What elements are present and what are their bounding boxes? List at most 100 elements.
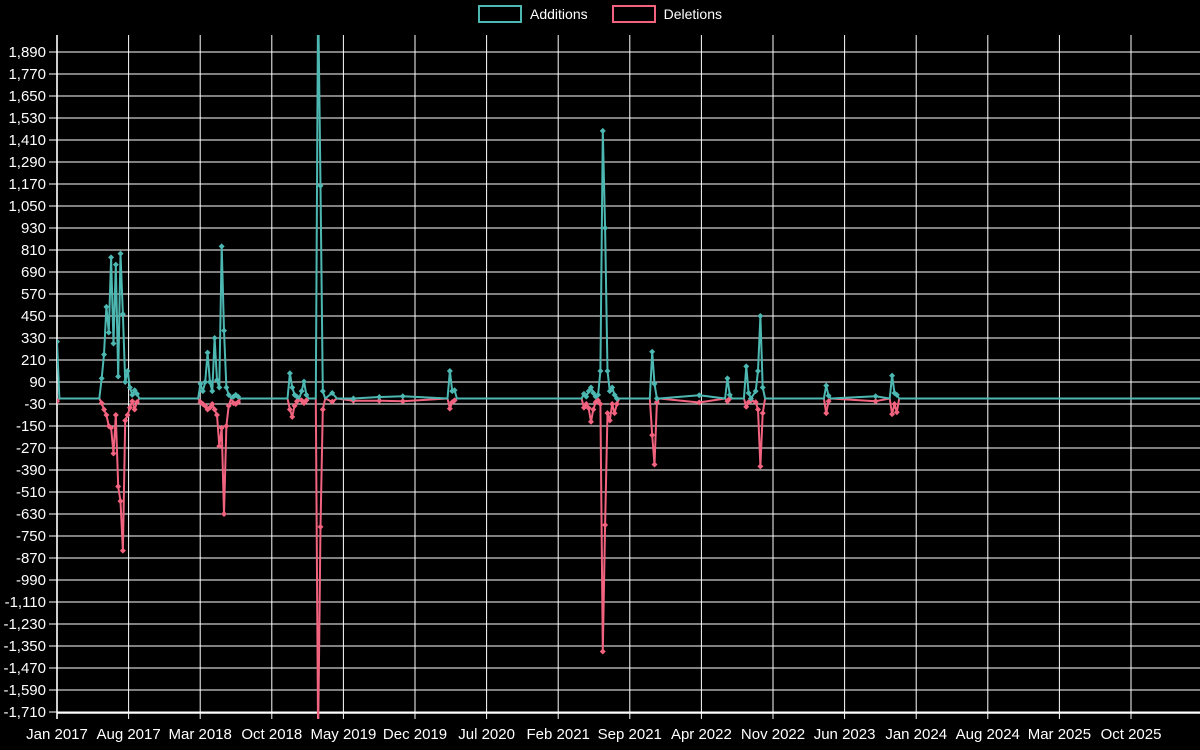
data-point-marker[interactable] (209, 388, 216, 395)
data-point-marker[interactable] (213, 411, 220, 418)
data-point-marker[interactable] (122, 379, 129, 386)
data-point-marker[interactable] (606, 388, 613, 395)
data-point-marker[interactable] (235, 393, 242, 400)
data-point-marker[interactable] (745, 390, 752, 397)
data-point-marker[interactable] (604, 410, 611, 417)
data-point-marker[interactable] (223, 422, 230, 429)
data-point-marker[interactable] (54, 398, 60, 405)
data-point-marker[interactable] (747, 395, 754, 402)
data-point-marker[interactable] (110, 450, 117, 457)
data-point-marker[interactable] (131, 387, 138, 394)
data-point-marker[interactable] (117, 498, 124, 505)
data-point-marker[interactable] (202, 402, 209, 409)
data-point-marker[interactable] (893, 391, 900, 398)
data-point-marker[interactable] (101, 351, 108, 358)
data-point-marker[interactable] (108, 424, 115, 431)
data-point-marker[interactable] (98, 375, 105, 382)
data-point-marker[interactable] (585, 388, 592, 395)
data-point-marker[interactable] (587, 384, 594, 391)
data-point-marker[interactable] (611, 410, 618, 417)
data-point-marker[interactable] (98, 400, 105, 407)
data-point-marker[interactable] (124, 411, 131, 418)
data-point-marker[interactable] (329, 398, 336, 405)
data-point-marker[interactable] (103, 411, 110, 418)
data-point-marker[interactable] (293, 393, 300, 400)
data-point-marker[interactable] (124, 368, 131, 375)
data-point-marker[interactable] (350, 395, 357, 402)
data-point-marker[interactable] (595, 397, 602, 404)
data-point-marker[interactable] (221, 327, 228, 334)
data-point-marker[interactable] (286, 406, 293, 413)
data-point-marker[interactable] (752, 399, 759, 406)
data-point-marker[interactable] (597, 400, 604, 407)
data-point-marker[interactable] (376, 394, 383, 401)
data-point-marker[interactable] (613, 395, 620, 402)
data-point-marker[interactable] (609, 400, 616, 407)
data-point-marker[interactable] (213, 377, 220, 384)
data-point-marker[interactable] (726, 391, 733, 398)
data-point-marker[interactable] (889, 411, 896, 418)
data-point-marker[interactable] (580, 404, 587, 411)
data-point-marker[interactable] (609, 384, 616, 391)
data-point-marker[interactable] (446, 368, 453, 375)
data-point-marker[interactable] (587, 418, 594, 425)
data-point-marker[interactable] (696, 399, 703, 406)
data-point-marker[interactable] (133, 399, 140, 406)
data-point-marker[interactable] (225, 391, 232, 398)
data-point-marker[interactable] (126, 404, 133, 411)
data-point-marker[interactable] (653, 399, 660, 406)
data-point-marker[interactable] (446, 405, 453, 412)
data-point-marker[interactable] (823, 410, 830, 417)
data-point-marker[interactable] (209, 400, 216, 407)
data-point-marker[interactable] (115, 483, 122, 490)
data-point-marker[interactable] (129, 391, 136, 398)
data-point-marker[interactable] (724, 375, 731, 382)
data-point-marker[interactable] (105, 329, 112, 336)
data-point-marker[interactable] (597, 368, 604, 375)
data-point-marker[interactable] (289, 384, 296, 391)
data-point-marker[interactable] (117, 250, 124, 257)
data-point-marker[interactable] (317, 523, 324, 530)
data-point-marker[interactable] (755, 406, 762, 413)
data-point-marker[interactable] (303, 391, 310, 398)
data-point-marker[interactable] (218, 424, 225, 431)
data-point-marker[interactable] (376, 397, 383, 404)
data-point-marker[interactable] (649, 348, 656, 355)
data-point-marker[interactable] (286, 370, 293, 377)
data-point-marker[interactable] (823, 382, 830, 389)
data-point-marker[interactable] (112, 411, 119, 418)
data-point-marker[interactable] (298, 388, 305, 395)
data-point-marker[interactable] (651, 461, 658, 468)
data-point-marker[interactable] (119, 547, 126, 554)
data-point-marker[interactable] (235, 399, 242, 406)
data-point-marker[interactable] (759, 384, 766, 391)
data-point-marker[interactable] (757, 463, 764, 470)
data-point-marker[interactable] (54, 338, 60, 345)
data-point-marker[interactable] (759, 410, 766, 417)
data-point-marker[interactable] (604, 368, 611, 375)
data-point-marker[interactable] (216, 443, 223, 450)
data-point-marker[interactable] (225, 402, 232, 409)
data-point-marker[interactable] (133, 390, 140, 397)
data-point-marker[interactable] (893, 409, 900, 416)
data-point-marker[interactable] (206, 404, 213, 411)
data-point-marker[interactable] (329, 390, 336, 397)
data-point-marker[interactable] (218, 243, 225, 250)
data-point-marker[interactable] (590, 406, 597, 413)
data-point-marker[interactable] (126, 384, 133, 391)
data-point-marker[interactable] (129, 398, 136, 405)
data-point-marker[interactable] (293, 398, 300, 405)
data-point-marker[interactable] (399, 393, 406, 400)
data-point-marker[interactable] (696, 392, 703, 399)
data-point-marker[interactable] (211, 335, 218, 342)
data-point-marker[interactable] (291, 402, 298, 409)
data-point-marker[interactable] (585, 405, 592, 412)
data-point-marker[interactable] (825, 392, 832, 399)
data-point-marker[interactable] (891, 400, 898, 407)
data-point-marker[interactable] (755, 368, 762, 375)
data-point-marker[interactable] (583, 393, 590, 400)
data-point-marker[interactable] (119, 311, 126, 318)
data-point-marker[interactable] (289, 413, 296, 420)
data-point-marker[interactable] (599, 648, 606, 655)
